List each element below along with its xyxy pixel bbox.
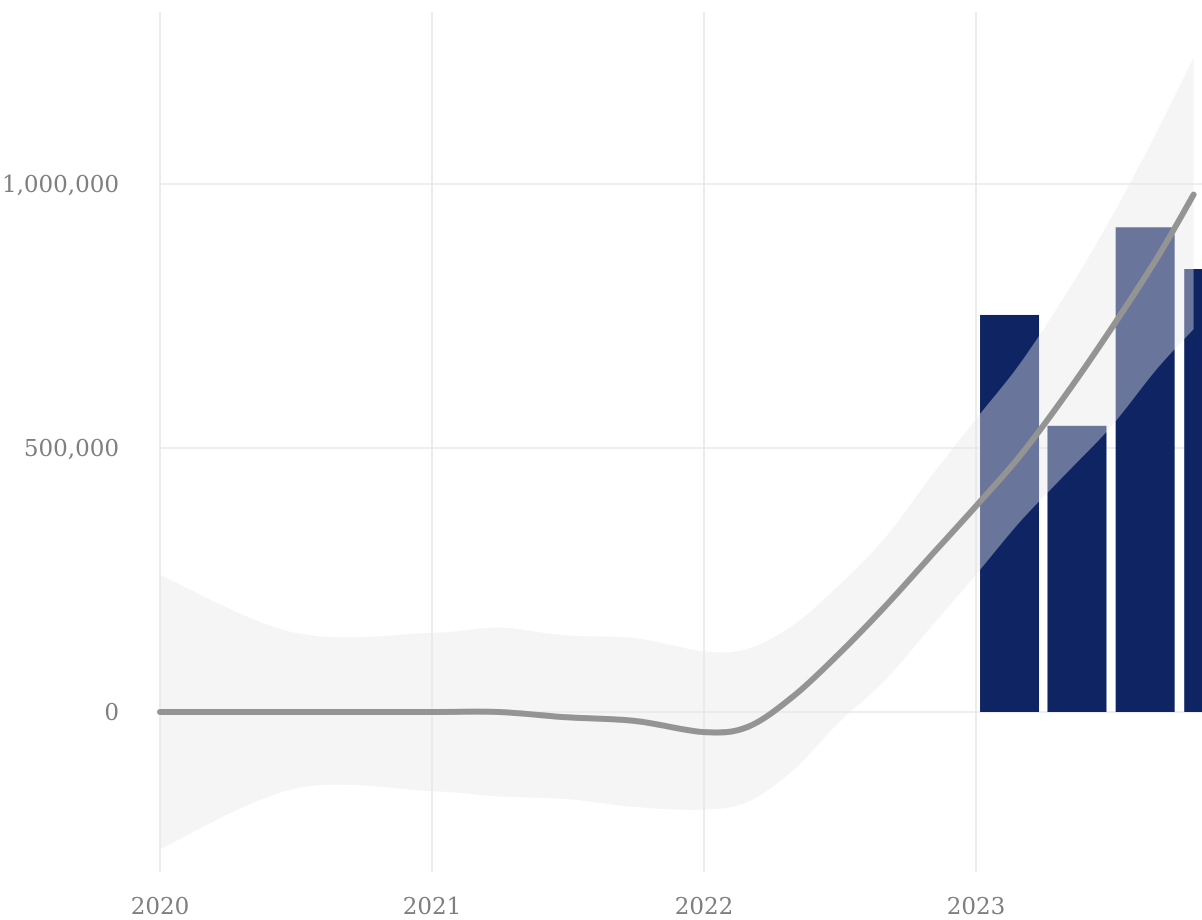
y-axis-ticks: 0 500,000 1,000,000 (2, 172, 119, 726)
x-tick-label: 2022 (675, 894, 734, 920)
y-tick-label: 1,000,000 (2, 172, 119, 198)
x-tick-label: 2021 (403, 894, 462, 920)
y-tick-label: 500,000 (24, 436, 119, 462)
trend-line (157, 191, 1197, 736)
bar-2023-04 (1047, 425, 1107, 712)
confidence-band (160, 57, 1194, 850)
bar-2023-10 (1184, 269, 1202, 712)
x-axis-ticks: 2020 2021 2022 2023 (131, 894, 1006, 920)
trend-series (157, 57, 1197, 850)
bar-2023-01 (980, 314, 1040, 712)
x-tick-label: 2020 (131, 894, 190, 920)
y-tick-label: 0 (104, 700, 119, 726)
x-tick-label: 2023 (947, 894, 1006, 920)
